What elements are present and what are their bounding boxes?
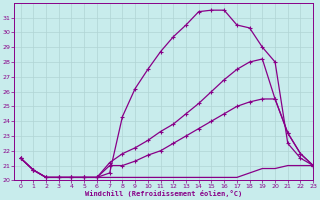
X-axis label: Windchill (Refroidissement éolien,°C): Windchill (Refroidissement éolien,°C) bbox=[85, 190, 242, 197]
